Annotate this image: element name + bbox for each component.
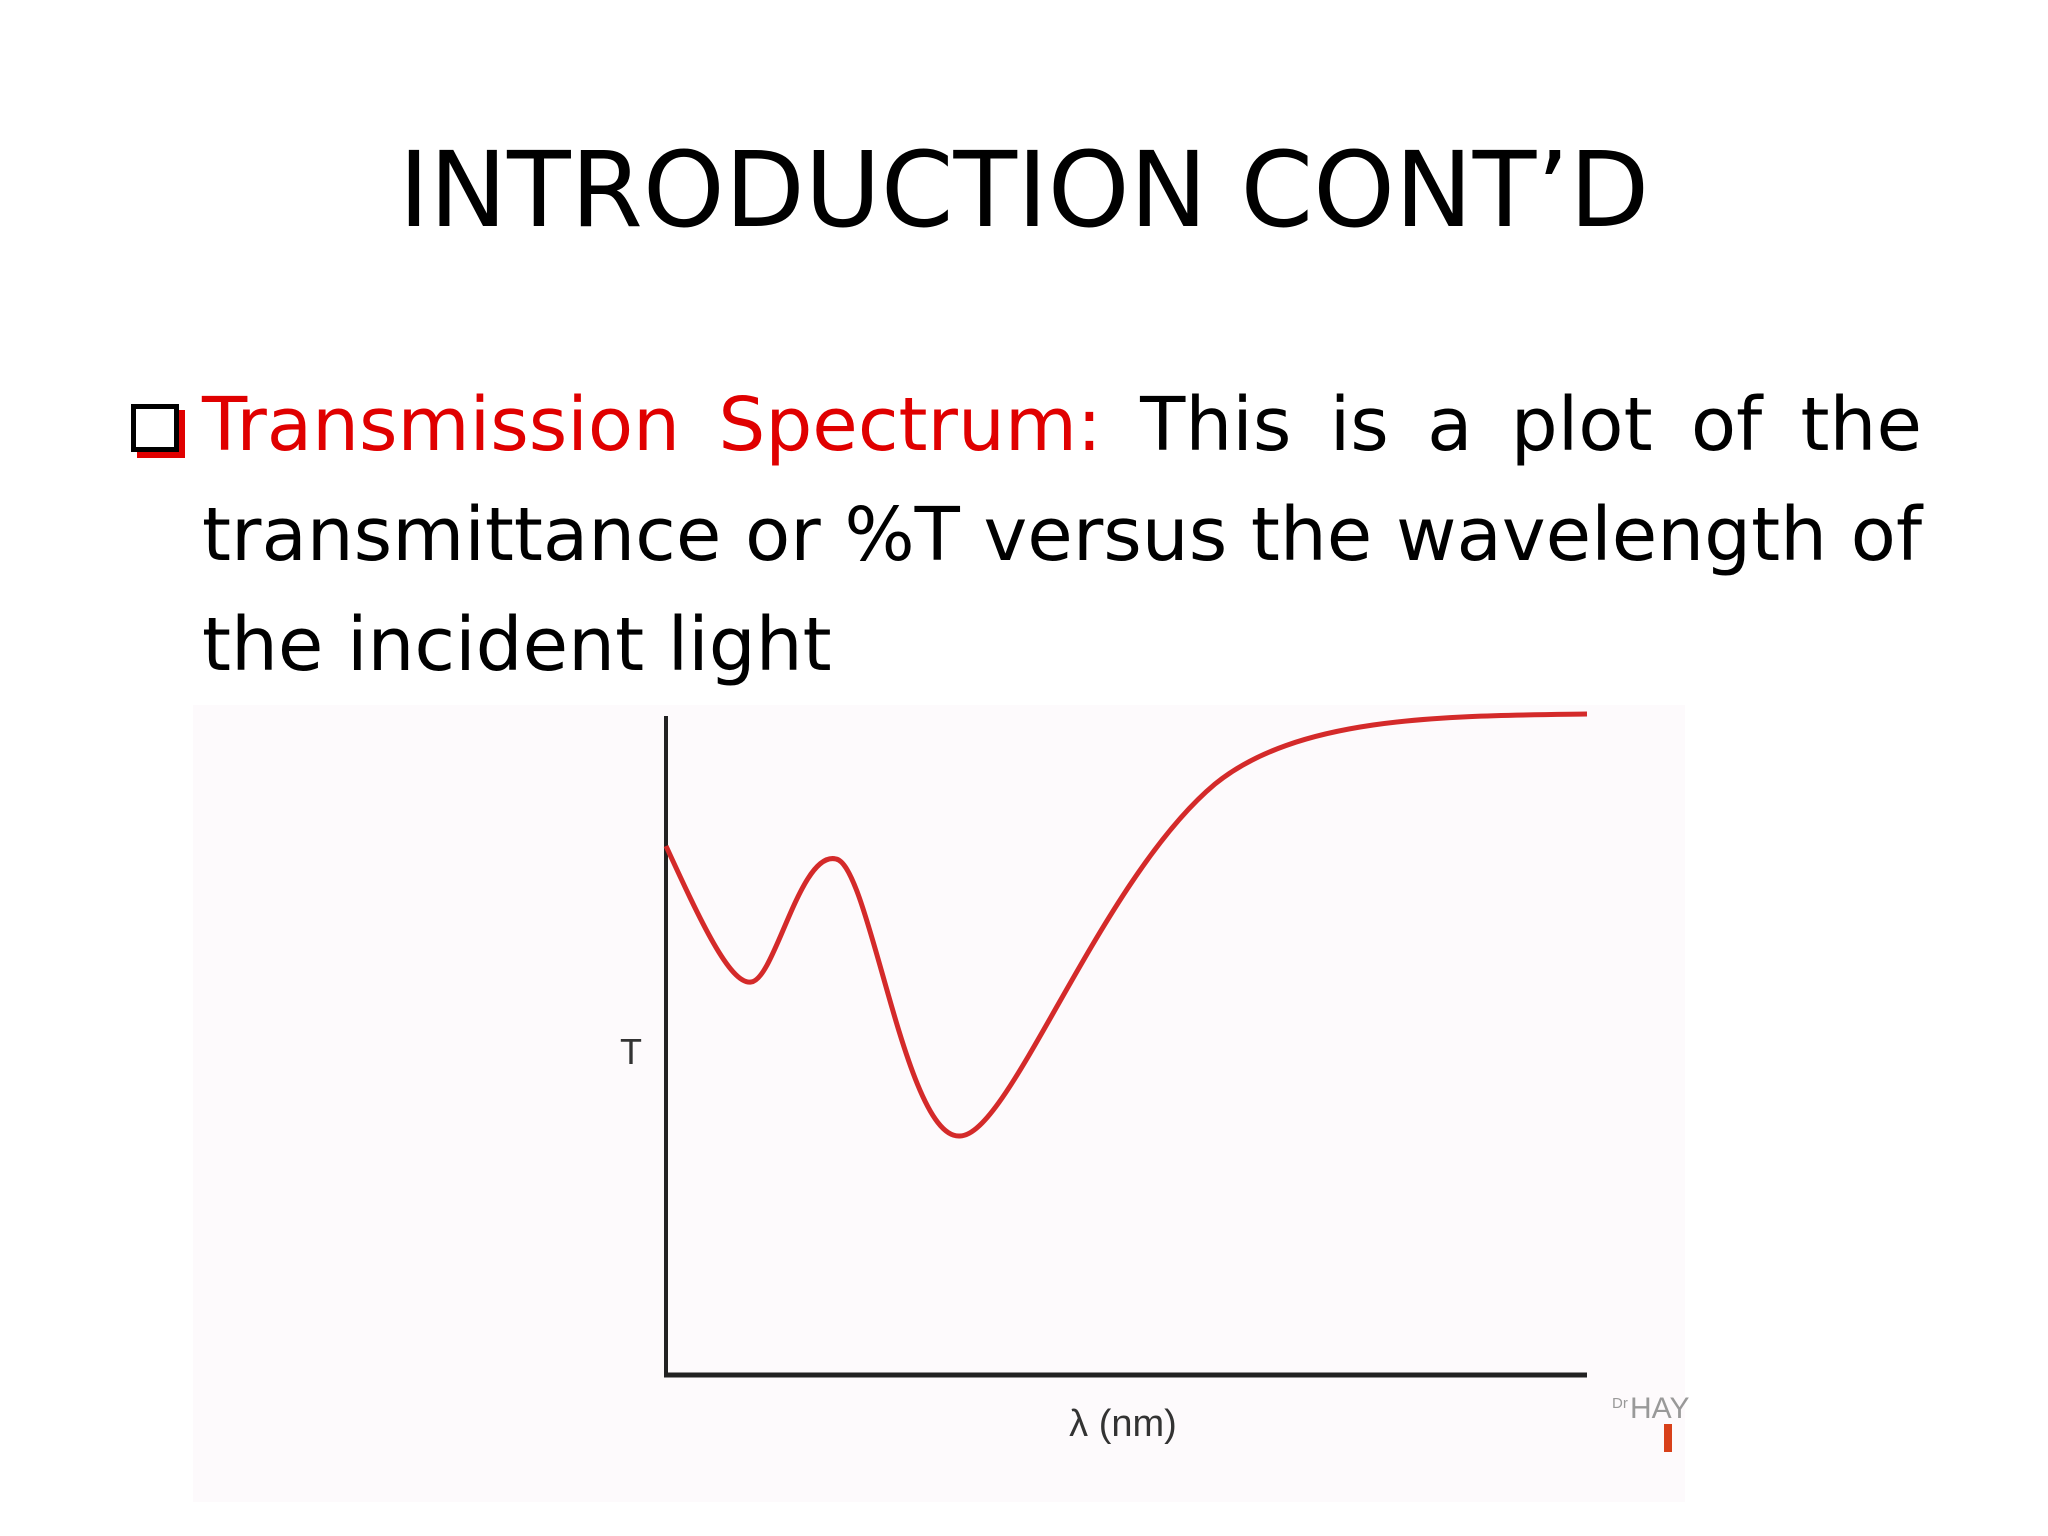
bullet-icon [131,404,181,454]
spectrum-curve [663,711,1588,1139]
x-axis-label: λ (nm) [1069,1403,1177,1445]
figure-background [193,705,1685,1502]
bullet-term: Transmission Spectrum: [202,382,1102,468]
slide-title: INTRODUCTION CONT’D [398,129,1650,251]
bullet-text: This is a plot of the transmittance or %… [202,382,1922,688]
y-axis-label: T [620,1031,642,1072]
watermark-mark [1664,1424,1672,1452]
bullet-paragraph: Transmission Spectrum: This is a plot of… [131,370,1922,700]
watermark-prefix: Dr [1612,1395,1628,1412]
watermark: HAY [1630,1392,1689,1425]
